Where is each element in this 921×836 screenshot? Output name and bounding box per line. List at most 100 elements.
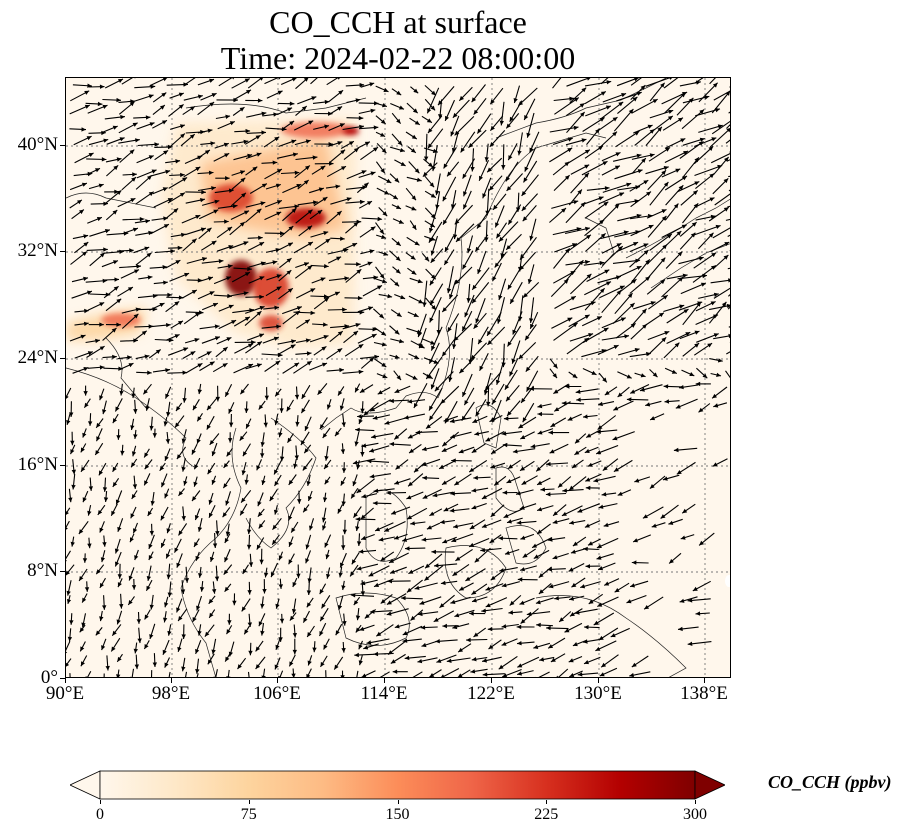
wind-vector-head: [292, 633, 297, 638]
wind-vector-head: [469, 611, 474, 616]
wind-vector-head: [614, 588, 620, 593]
wind-vector-head: [272, 160, 278, 165]
wind-vector-head: [500, 253, 505, 258]
wind-vector-shaft: [630, 78, 642, 86]
wind-vector-head: [526, 386, 531, 392]
wind-vector-head: [81, 127, 86, 132]
wind-vector-head: [322, 362, 327, 367]
wind-vector-head: [212, 543, 218, 548]
wind-vector-head: [358, 549, 364, 554]
wind-vector-head: [324, 264, 329, 269]
wind-vector-head: [241, 192, 246, 198]
wind-vector-head: [723, 207, 729, 212]
wind-vector-head: [374, 354, 379, 359]
wind-vector-head: [475, 318, 480, 324]
wind-vector-head: [293, 463, 298, 469]
wind-vector-head: [112, 466, 117, 472]
wind-vector-head: [274, 469, 279, 475]
wind-vector-shaft: [647, 215, 667, 238]
wind-vector-head: [145, 219, 150, 224]
wind-vector-head: [485, 603, 491, 608]
wind-vector-shaft: [726, 351, 730, 355]
wind-vector-shaft: [600, 230, 629, 240]
wind-vector-head: [163, 280, 168, 285]
wind-vector-head: [559, 617, 564, 622]
wind-vector-shaft: [694, 78, 704, 84]
wind-vector-head: [441, 674, 445, 677]
map-panel[interactable]: [65, 77, 731, 678]
wind-vector-head: [289, 101, 295, 106]
wind-vector-head: [241, 606, 246, 612]
wind-vector-head: [197, 527, 203, 532]
wind-vector-head: [181, 438, 186, 444]
wind-vector-head: [596, 429, 601, 434]
wind-vector-head: [228, 188, 234, 193]
wind-vector-head: [270, 572, 275, 578]
wind-vector-head: [102, 542, 107, 547]
wind-vector-head: [487, 330, 492, 336]
wind-vector-head: [490, 464, 496, 469]
wind-vector-head: [440, 519, 445, 525]
wind-vector-head: [402, 631, 408, 636]
wind-vector-head: [244, 629, 249, 635]
wind-vector-head: [69, 620, 74, 625]
wind-vector-head: [167, 292, 172, 298]
wind-vector-head: [393, 194, 398, 200]
wind-vector-head: [195, 555, 200, 561]
wind-vector-head: [511, 358, 516, 364]
wind-vector-head: [643, 250, 649, 255]
wind-vector-head: [702, 373, 708, 379]
wind-vector-head: [361, 443, 367, 448]
wind-vector-head: [346, 197, 352, 202]
wind-vector-head: [66, 420, 71, 425]
wind-vector-head: [202, 257, 207, 262]
wind-vector-head: [669, 78, 673, 80]
wind-vector-head: [548, 644, 554, 649]
wind-vector-head: [445, 115, 449, 121]
wind-vector-head: [604, 269, 610, 274]
wind-vector-head: [112, 210, 118, 215]
wind-vector-head: [598, 145, 604, 151]
wind-vector-shaft: [631, 98, 658, 114]
wind-vector-head: [525, 335, 530, 341]
wind-vector-head: [324, 124, 329, 129]
wind-vector-shaft: [196, 673, 199, 677]
wind-vector-head: [228, 304, 234, 309]
wind-vector-shaft: [649, 181, 669, 206]
wind-vector-head: [469, 467, 475, 472]
wind-vector-head: [455, 556, 461, 561]
wind-vector-shaft: [679, 140, 704, 159]
wind-vector-head: [612, 131, 617, 137]
wind-vector-head: [636, 153, 642, 158]
wind-vector-head: [401, 595, 406, 601]
wind-vector-head: [447, 171, 452, 177]
wind-vector-head: [641, 158, 646, 163]
wind-vector-head: [444, 246, 449, 252]
colorbar-tick: [695, 800, 696, 804]
wind-vector-head: [318, 187, 324, 192]
wind-vector-head: [370, 108, 376, 113]
wind-vector-head: [640, 387, 645, 392]
wind-vector-head: [340, 675, 345, 677]
wind-vector-head: [435, 639, 440, 644]
wind-vector-head: [420, 625, 426, 630]
wind-vector-head: [577, 508, 583, 513]
wind-vector-head: [452, 571, 458, 576]
wind-vector-head: [492, 276, 497, 282]
co-hotspot-west: [101, 313, 141, 327]
wind-vector-head: [149, 604, 154, 610]
wind-vector-head: [358, 115, 364, 121]
wind-vector-head: [521, 398, 526, 403]
wind-vector-head: [661, 209, 667, 214]
wind-vector-head: [102, 605, 107, 610]
wind-vector-head: [368, 572, 374, 577]
wind-vector-head: [296, 573, 301, 579]
wind-vector-shaft: [584, 287, 606, 311]
wind-vector-head: [180, 172, 185, 178]
wind-vector-head: [83, 234, 89, 239]
wind-vector-head: [487, 167, 492, 173]
wind-vector-head: [533, 644, 539, 649]
lon-tick: [384, 678, 385, 683]
wind-vector-head: [708, 232, 714, 238]
wind-vector-head: [689, 372, 695, 376]
